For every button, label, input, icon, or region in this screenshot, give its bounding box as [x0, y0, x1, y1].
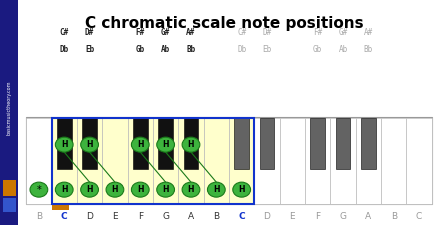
Text: H: H — [86, 185, 93, 194]
Circle shape — [157, 137, 175, 152]
Text: C chromatic scale note positions: C chromatic scale note positions — [85, 16, 364, 31]
Text: D: D — [86, 212, 93, 221]
Bar — [51, 205, 69, 210]
Circle shape — [157, 182, 175, 197]
Circle shape — [182, 137, 200, 152]
Text: C: C — [238, 212, 245, 221]
Bar — [153, 118, 178, 204]
Text: G: G — [162, 212, 169, 221]
Bar — [82, 118, 97, 169]
Text: F#: F# — [313, 28, 323, 37]
Text: H: H — [213, 185, 220, 194]
Bar — [330, 118, 356, 204]
Bar — [133, 118, 148, 169]
Bar — [158, 118, 173, 169]
Circle shape — [233, 182, 250, 197]
Bar — [361, 118, 376, 169]
Text: E: E — [112, 212, 118, 221]
Text: H: H — [61, 140, 67, 149]
Bar — [51, 118, 77, 204]
Text: A#: A# — [187, 28, 196, 37]
Bar — [178, 118, 204, 204]
Text: Db: Db — [59, 45, 69, 54]
Bar — [381, 118, 407, 204]
Bar — [260, 118, 275, 169]
Text: F: F — [138, 212, 143, 221]
Circle shape — [182, 182, 200, 197]
Text: F: F — [315, 212, 320, 221]
Text: H: H — [137, 140, 143, 149]
Text: Ab: Ab — [161, 45, 170, 54]
Text: D#: D# — [262, 28, 271, 37]
Circle shape — [81, 137, 99, 152]
Circle shape — [207, 182, 225, 197]
Text: Gb: Gb — [313, 45, 323, 54]
Text: C: C — [61, 212, 67, 221]
Bar — [57, 118, 72, 169]
Text: H: H — [238, 185, 245, 194]
Text: C#: C# — [59, 28, 69, 37]
Circle shape — [30, 182, 48, 197]
Text: H: H — [61, 185, 67, 194]
Text: E: E — [290, 212, 295, 221]
Text: H: H — [162, 185, 169, 194]
Text: D: D — [264, 212, 271, 221]
Text: G: G — [340, 212, 347, 221]
Bar — [356, 118, 381, 204]
Bar — [229, 118, 254, 204]
Text: F#: F# — [136, 28, 145, 37]
Text: H: H — [137, 185, 143, 194]
Text: B: B — [213, 212, 220, 221]
Text: basicmusictheory.com: basicmusictheory.com — [7, 81, 11, 135]
Bar — [280, 118, 305, 204]
Text: C#: C# — [237, 28, 246, 37]
Text: Ab: Ab — [338, 45, 348, 54]
Text: H: H — [162, 140, 169, 149]
Text: G#: G# — [161, 28, 170, 37]
Bar — [310, 118, 325, 169]
Text: D#: D# — [85, 28, 94, 37]
Bar — [336, 118, 350, 169]
Text: Bb: Bb — [187, 45, 196, 54]
Bar — [102, 118, 128, 204]
Text: B: B — [36, 212, 42, 221]
Bar — [254, 118, 280, 204]
Text: Db: Db — [237, 45, 246, 54]
Circle shape — [132, 137, 149, 152]
Text: B: B — [391, 212, 397, 221]
Text: H: H — [188, 185, 194, 194]
Bar — [235, 118, 249, 169]
Text: A#: A# — [364, 28, 373, 37]
Bar — [128, 118, 153, 204]
Text: Eb: Eb — [262, 45, 271, 54]
Bar — [77, 118, 102, 204]
Bar — [51, 118, 254, 204]
Bar — [26, 118, 51, 204]
Circle shape — [55, 182, 73, 197]
Text: A: A — [188, 212, 194, 221]
Text: A: A — [365, 212, 371, 221]
Text: H: H — [86, 140, 93, 149]
Circle shape — [132, 182, 149, 197]
Bar — [204, 118, 229, 204]
Bar — [305, 118, 330, 204]
Circle shape — [106, 182, 124, 197]
Bar — [183, 118, 198, 169]
Text: Eb: Eb — [85, 45, 94, 54]
Text: *: * — [37, 185, 41, 195]
Text: C: C — [416, 212, 422, 221]
Text: Bb: Bb — [364, 45, 373, 54]
Text: H: H — [188, 140, 194, 149]
Text: H: H — [112, 185, 118, 194]
Circle shape — [81, 182, 99, 197]
Bar — [407, 118, 432, 204]
Text: G#: G# — [338, 28, 348, 37]
Circle shape — [55, 137, 73, 152]
Text: Gb: Gb — [136, 45, 145, 54]
Bar — [26, 117, 433, 204]
